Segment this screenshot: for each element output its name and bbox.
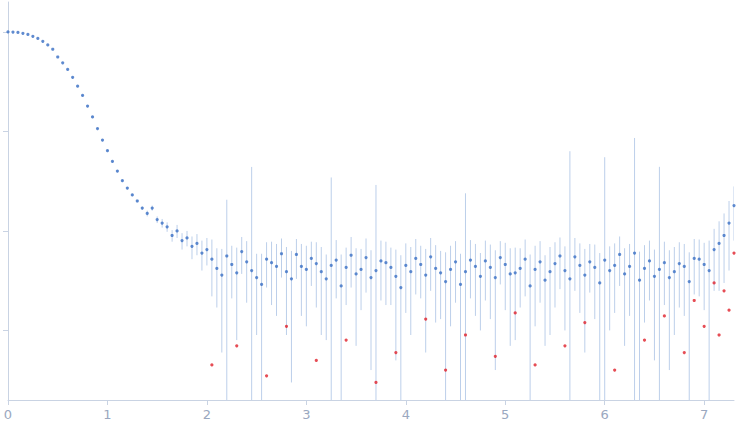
svg-text:5: 5 xyxy=(501,407,509,422)
svg-text:6: 6 xyxy=(601,407,609,422)
svg-text:3: 3 xyxy=(302,407,310,422)
svg-text:1: 1 xyxy=(103,407,111,422)
svg-text:7: 7 xyxy=(700,407,708,422)
svg-text:2: 2 xyxy=(203,407,211,422)
svg-text:4: 4 xyxy=(402,407,410,422)
svg-text:0: 0 xyxy=(4,407,12,422)
